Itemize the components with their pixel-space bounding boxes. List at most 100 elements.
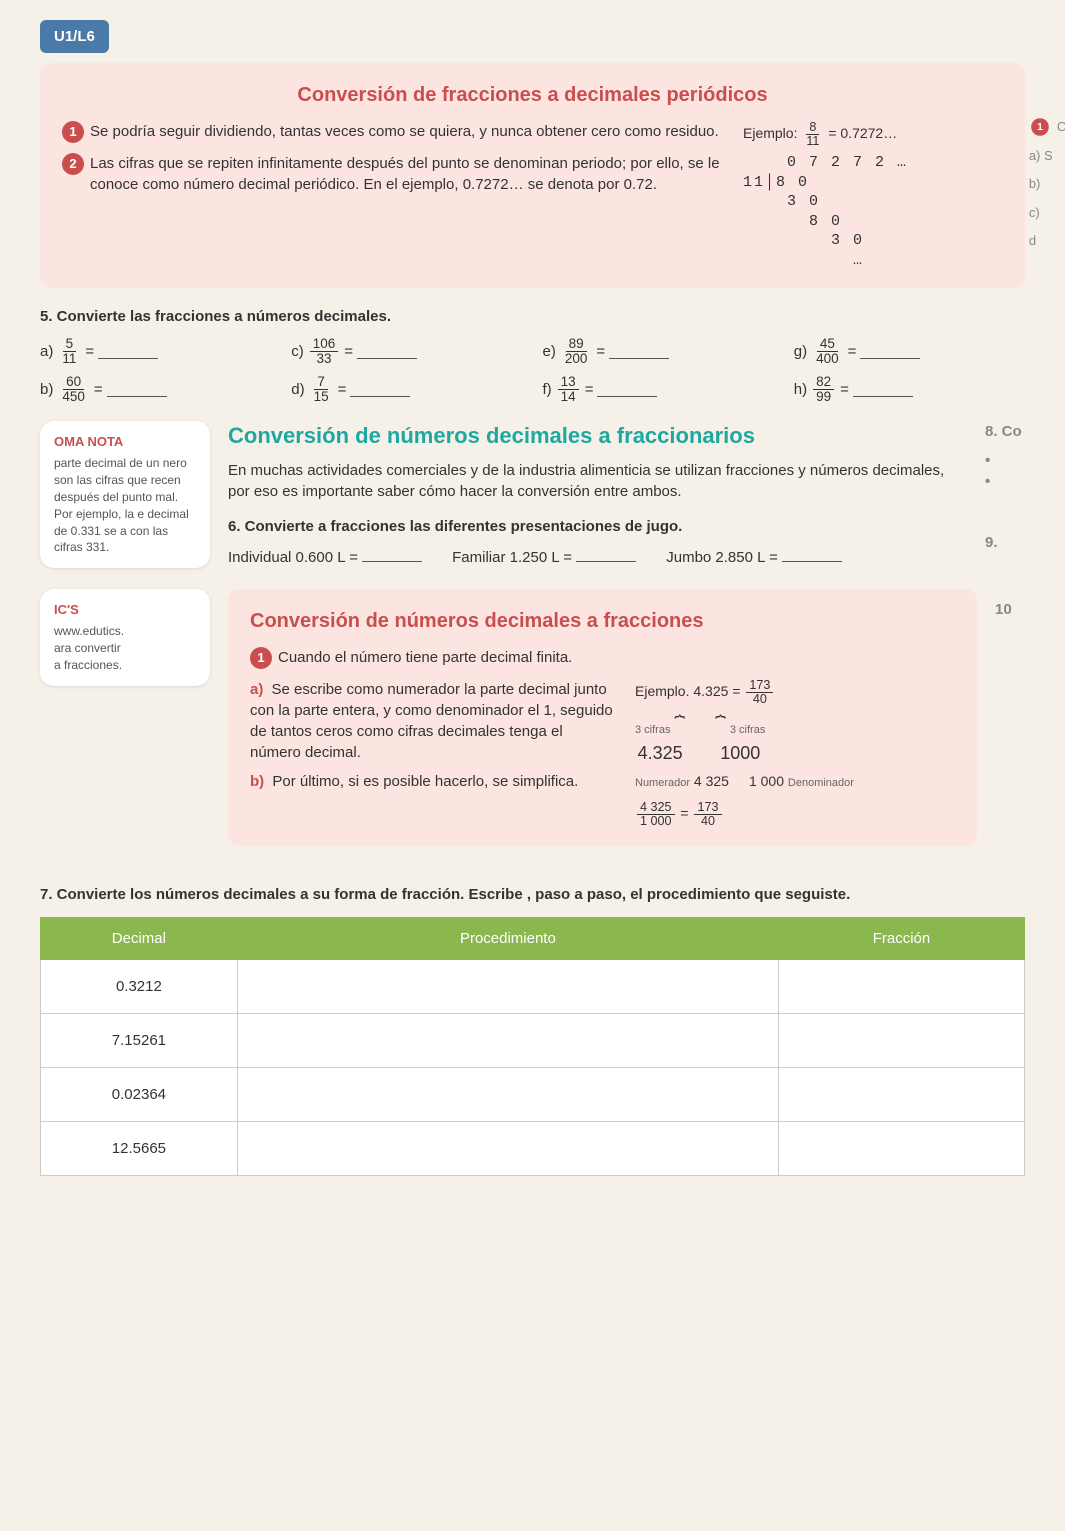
q5-item: d) 715 = (291, 375, 522, 403)
frac-den: 40 (750, 693, 770, 706)
frac-num: 173 (746, 679, 773, 693)
numerador-label: Numerador (635, 777, 690, 789)
cell-fraccion[interactable] (778, 1067, 1024, 1121)
den-val: 1000 (720, 743, 760, 763)
sub-a-label: a) (250, 681, 263, 698)
blank-line[interactable] (860, 344, 920, 359)
blank-line[interactable] (853, 382, 913, 397)
frac-den: 11 (59, 352, 79, 366)
fraction: 60450 (59, 375, 88, 403)
blank-line[interactable] (576, 547, 636, 562)
frac-den: 14 (558, 390, 579, 404)
fraction: 1314 (558, 375, 579, 403)
cutoff-10: 10 (995, 589, 1025, 620)
cell-fraccion[interactable] (778, 959, 1024, 1013)
q7-table: Decimal Procedimiento Fracción 0.32127.1… (40, 917, 1025, 1176)
frac-num: 7 (314, 375, 328, 390)
blank-line[interactable] (350, 382, 410, 397)
cell-fraccion[interactable] (778, 1013, 1024, 1067)
cell-procedimiento[interactable] (237, 1013, 778, 1067)
bullet1-text: Se podría seguir dividiendo, tantas vece… (90, 121, 723, 143)
ex-eq-frac: 173 40 (746, 679, 773, 705)
brace-icon: ⏞ (715, 715, 726, 735)
note2-l1: www.edutics. (54, 623, 196, 640)
item-label: c) (291, 341, 304, 362)
q6-item-1: Familiar 1.250 L = (452, 549, 572, 566)
frac-num: 106 (310, 337, 339, 352)
box2-title: Conversión de números decimales a fracci… (250, 607, 955, 635)
q5-heading: 5. Convierte las fracciones a números de… (40, 306, 1025, 327)
frac-den: 1 000 (637, 815, 675, 828)
fraction: 45400 (813, 337, 842, 365)
sub-b-label: b) (250, 773, 264, 790)
note2-title: IC'S (54, 601, 196, 619)
cell-procedimiento[interactable] (237, 959, 778, 1013)
example-column: Ejemplo: 8 11 = 0.7272… 0 7 2 7 2 … 11│8… (743, 121, 1003, 270)
item-label: h) (794, 379, 807, 400)
box2-lead: 1 Cuando el número tiene parte decimal f… (250, 647, 955, 669)
table-row: 12.5665 (41, 1121, 1025, 1175)
fraction: 715 (311, 375, 332, 403)
q5-item: f) 1314 = (543, 375, 774, 403)
q5-grid: a) 511 = c) 10633 = e) 89200 = g) 45400 … (40, 337, 1025, 403)
frac-den: 15 (311, 390, 332, 404)
denominador-label: Denominador (788, 777, 854, 789)
q5-item: b) 60450 = (40, 375, 271, 403)
bullet-number-icon: 1 (62, 121, 84, 143)
box2-lead-text: Cuando el número tiene parte decimal fin… (278, 647, 572, 669)
simpl-to: 173 40 (694, 801, 721, 827)
tics-note-box: IC'S www.edutics. ara convertir a fracci… (40, 589, 210, 686)
blank-line[interactable] (357, 344, 417, 359)
frac-den: 99 (813, 390, 834, 404)
box2-b-text: Por último, si es posible hacerlo, se si… (272, 773, 578, 790)
cell-decimal: 0.3212 (41, 959, 238, 1013)
cell-fraccion[interactable] (778, 1121, 1024, 1175)
frac-den: 33 (314, 352, 335, 366)
blank-line[interactable] (107, 382, 167, 397)
box2-example: Ejemplo. 4.325 = 173 40 3 cifras ⏞ 4.325 (635, 679, 955, 827)
ex-eq-left: 4.325 (693, 683, 728, 699)
frac-den: 400 (813, 352, 842, 366)
item-label: e) (543, 341, 556, 362)
blank-line[interactable] (597, 382, 657, 397)
th-decimal: Decimal (41, 917, 238, 959)
fraction: 8299 (813, 375, 834, 403)
q7-heading: 7. Convierte los números decimales a su … (40, 884, 1025, 905)
q5-item: g) 45400 = (794, 337, 1025, 365)
cyan1-para: En muchas actividades comerciales y de l… (228, 460, 967, 502)
q6-heading: 6. Convierte a fracciones las diferentes… (228, 516, 967, 537)
q6-item-0: Individual 0.600 L = (228, 549, 358, 566)
example-label: Ejemplo: (743, 125, 797, 141)
cell-decimal: 0.02364 (41, 1067, 238, 1121)
blank-line[interactable] (782, 547, 842, 562)
frac-num: 173 (694, 801, 721, 815)
box1-title: Conversión de fracciones a decimales per… (62, 81, 1003, 109)
cell-procedimiento[interactable] (237, 1067, 778, 1121)
frac-den: 450 (59, 390, 88, 404)
bullet-number-icon: 2 (62, 153, 84, 175)
q5-item: a) 511 = (40, 337, 271, 365)
cell-procedimiento[interactable] (237, 1121, 778, 1175)
fraction: 10633 (310, 337, 339, 365)
blank-line[interactable] (98, 344, 158, 359)
blank-line[interactable] (609, 344, 669, 359)
q5-item: e) 89200 = (543, 337, 774, 365)
table-row: 7.15261 (41, 1013, 1025, 1067)
q5-item: h) 8299 = (794, 375, 1025, 403)
cifras-right: 3 cifras (730, 724, 765, 736)
note2-l2: ara convertir (54, 640, 196, 657)
table-row: 0.02364 (41, 1067, 1025, 1121)
conversion-periodicos-box: Conversión de fracciones a decimales per… (40, 63, 1025, 288)
ex-label: Ejemplo. (635, 683, 689, 699)
fraction: 511 (59, 337, 79, 365)
blank-line[interactable] (362, 547, 422, 562)
th-fraccion: Fracción (778, 917, 1024, 959)
frac-den: 40 (698, 815, 718, 828)
frac-num: 4 325 (637, 801, 675, 815)
cifras-left: 3 cifras (635, 724, 670, 736)
example-fraction: 8 11 (803, 121, 822, 147)
conversion-fracciones-box: Conversión de números decimales a fracci… (228, 589, 977, 845)
bullet-1: 1 Se podría seguir dividiendo, tantas ve… (62, 121, 723, 143)
bullet2-text: Las cifras que se repiten infinitamente … (90, 153, 723, 195)
toma-nota-box: OMA NOTA parte decimal de un nero son la… (40, 421, 210, 568)
